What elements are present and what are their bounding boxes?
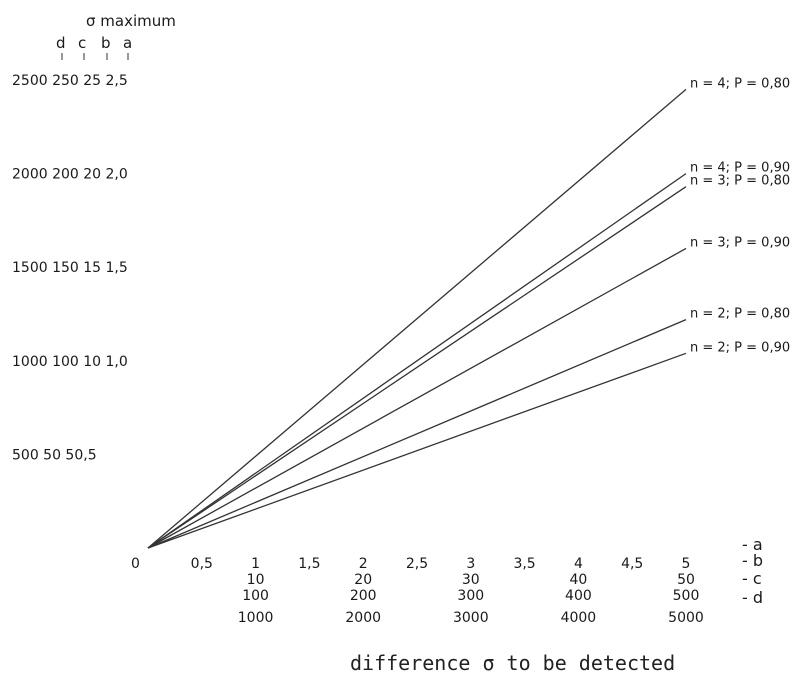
x-scale-letter: - d — [742, 588, 763, 607]
series-line — [147, 352, 687, 549]
x-tick-label-a: 1,5 — [298, 556, 320, 572]
series-line — [147, 88, 687, 549]
y-scale-letter-b: b — [101, 34, 111, 52]
x-scale-letter: - a — [742, 535, 763, 554]
y-axis-ticks: 2500 250 25 2,5 2000 200 20 2,0 1500 150 1… — [12, 53, 129, 463]
y-tick-label: 2000 200 20 2,0 — [12, 167, 128, 183]
y-scale-letter-c: c — [78, 34, 86, 52]
x-tick-label-c: 500 — [673, 588, 700, 604]
y-tick-label: 1000 100 10 1,0 — [12, 354, 128, 370]
x-scale-letters: - a- b- c- d — [742, 535, 763, 607]
origin-label: 0 — [131, 556, 140, 572]
x-tick-label-a: 2,5 — [406, 556, 428, 572]
x-tick-label-d: 5000 — [668, 610, 704, 626]
y-tick-label: 500 50 50,5 — [12, 447, 97, 463]
y-scale-letter-a: a — [123, 34, 132, 52]
y-tick-label: 2500 250 25 2,5 — [12, 73, 128, 89]
x-tick-label-d: 2000 — [345, 610, 381, 626]
series-lines — [147, 88, 687, 549]
series-label: n = 4; P = 0,90 — [690, 161, 790, 176]
series-line — [147, 173, 687, 549]
y-axis-title: σ maximum — [86, 12, 176, 30]
x-tick-label-b: 10 — [247, 572, 265, 588]
x-tick-label-c: 100 — [242, 588, 269, 604]
x-tick-label-c: 200 — [350, 588, 377, 604]
x-tick-label-b: 50 — [677, 572, 695, 588]
x-tick-label-a: 5 — [682, 556, 691, 572]
series-labels: n = 4; P = 0,80n = 4; P = 0,90n = 3; P =… — [690, 76, 790, 355]
x-tick-label-c: 400 — [565, 588, 592, 604]
x-tick-label-b: 20 — [354, 572, 372, 588]
series-label: n = 3; P = 0,90 — [690, 235, 790, 250]
x-axis-title: difference σ to be detected — [350, 651, 675, 675]
x-scale-letter: - b — [742, 551, 763, 570]
x-scale-letter: - c — [742, 569, 762, 588]
series-line — [147, 319, 687, 549]
y-scale-letter-d: d — [56, 34, 66, 52]
x-tick-label-a: 4 — [574, 556, 583, 572]
x-tick-label-a: 2 — [359, 556, 368, 572]
x-tick-label-a: 4,5 — [621, 556, 643, 572]
x-tick-label-d: 4000 — [561, 610, 597, 626]
x-tick-label-c: 300 — [457, 588, 484, 604]
x-tick-label-a: 3,5 — [513, 556, 535, 572]
x-tick-label-d: 1000 — [238, 610, 274, 626]
y-tick-label: 1500 150 15 1,5 — [12, 260, 128, 276]
series-line — [147, 247, 687, 549]
y-axis-header: σ maximum d c b a — [56, 12, 176, 52]
series-line — [147, 186, 687, 549]
x-tick-label-b: 40 — [569, 572, 587, 588]
series-label: n = 2; P = 0,90 — [690, 340, 790, 355]
x-axis-ticks: 0 0,5 1 1,5 2 2,5 3 3,5 4 4,5 5 10 20 30 40 50 100 200 300… — [131, 556, 704, 626]
series-label: n = 2; P = 0,80 — [690, 307, 790, 322]
x-tick-label-a: 3 — [466, 556, 475, 572]
x-tick-label-b: 30 — [462, 572, 480, 588]
series-label: n = 3; P = 0,80 — [690, 174, 790, 189]
x-tick-label-d: 3000 — [453, 610, 489, 626]
series-label: n = 4; P = 0,80 — [690, 76, 790, 91]
x-tick-label-a: 0,5 — [191, 556, 213, 572]
x-tick-label-a: 1 — [251, 556, 260, 572]
